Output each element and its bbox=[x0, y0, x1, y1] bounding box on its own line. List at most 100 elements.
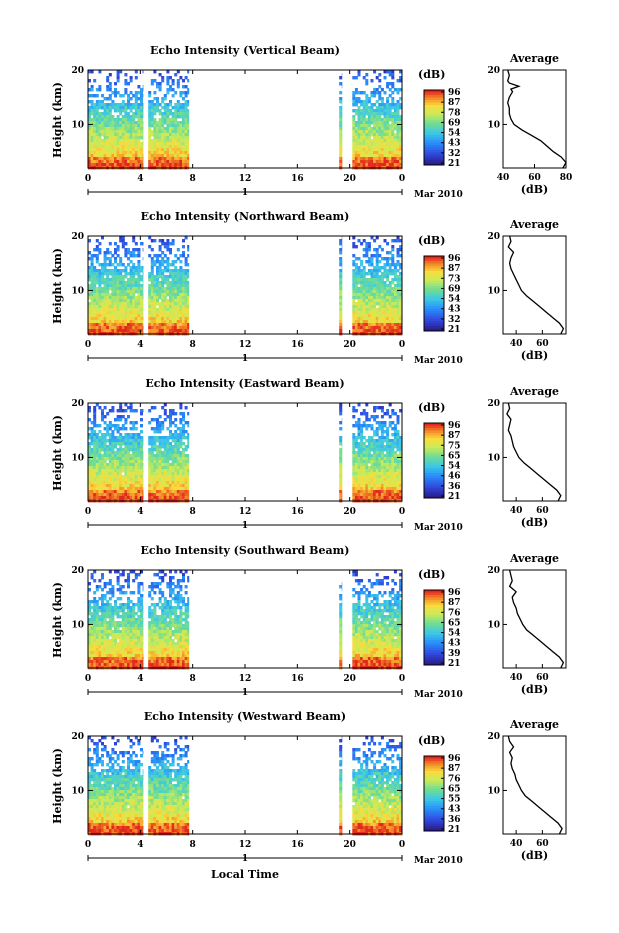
heatmap-cell bbox=[185, 490, 188, 493]
heatmap-cell bbox=[104, 127, 107, 130]
heatmap-cell bbox=[164, 299, 167, 302]
heatmap-cell bbox=[109, 296, 112, 299]
heatmap-cell bbox=[179, 293, 182, 296]
heatmap-cell bbox=[130, 478, 133, 481]
heatmap-cell bbox=[140, 124, 143, 127]
heatmap-cell bbox=[172, 436, 175, 439]
heatmap-cell bbox=[397, 311, 400, 314]
heatmap-cell bbox=[114, 427, 117, 430]
heatmap-cell bbox=[376, 127, 379, 130]
heatmap-cell bbox=[164, 139, 167, 142]
heatmap-cell bbox=[96, 245, 99, 248]
heatmap-cell bbox=[140, 121, 143, 124]
heatmap-cell bbox=[391, 293, 394, 296]
heatmap-cell bbox=[365, 472, 368, 475]
heatmap-cell bbox=[368, 97, 371, 100]
heatmap-cell bbox=[371, 299, 374, 302]
heatmap-cell bbox=[106, 323, 109, 326]
heatmap-cell bbox=[397, 91, 400, 94]
heatmap-cell bbox=[93, 624, 96, 627]
heatmap-cell bbox=[169, 317, 172, 320]
heatmap-cell bbox=[101, 326, 104, 329]
heatmap-cell bbox=[174, 329, 177, 332]
heatmap-cell bbox=[161, 136, 164, 139]
heatmap-cell bbox=[159, 329, 162, 332]
heatmap-cell bbox=[179, 460, 182, 463]
heatmap-cell bbox=[109, 463, 112, 466]
heatmap-cell bbox=[93, 460, 96, 463]
heatmap-cell bbox=[376, 139, 379, 142]
heatmap-cell bbox=[117, 290, 120, 293]
heatmap-cell bbox=[135, 496, 138, 499]
heatmap-cell bbox=[187, 148, 189, 151]
heatmap-cell bbox=[101, 127, 104, 130]
heatmap-cell bbox=[153, 445, 156, 448]
heatmap-cell bbox=[91, 287, 94, 290]
heatmap-cell bbox=[360, 329, 363, 332]
heatmap-cell bbox=[352, 487, 355, 490]
heatmap-cell bbox=[96, 603, 99, 606]
heatmap-cell bbox=[124, 478, 127, 481]
heatmap-cell bbox=[339, 263, 342, 266]
heatmap-cell bbox=[360, 445, 363, 448]
heatmap-cell bbox=[96, 490, 99, 493]
heatmap-cell bbox=[360, 433, 363, 436]
heatmap-cell bbox=[371, 163, 374, 166]
heatmap-cell bbox=[391, 484, 394, 487]
heatmap-cell bbox=[148, 139, 151, 142]
heatmap-cell bbox=[384, 299, 387, 302]
heatmap-cell bbox=[389, 466, 392, 469]
heatmap-cell bbox=[352, 127, 355, 130]
heatmap-cell bbox=[98, 275, 101, 278]
heatmap-cell bbox=[174, 269, 177, 272]
heatmap-cell bbox=[394, 299, 397, 302]
heatmap-cell bbox=[148, 254, 151, 257]
heatmap-cell bbox=[151, 239, 154, 242]
heatmap-cell bbox=[98, 163, 101, 166]
heatmap-cell bbox=[148, 326, 151, 329]
heatmap-cell bbox=[391, 115, 394, 118]
heatmap-cell bbox=[352, 130, 355, 133]
heatmap-cell bbox=[363, 326, 366, 329]
heatmap-cell bbox=[101, 124, 104, 127]
heatmap-cell bbox=[159, 421, 162, 424]
heatmap-cell bbox=[365, 302, 368, 305]
heatmap-cell bbox=[164, 127, 167, 130]
heatmap-cell bbox=[164, 496, 167, 499]
heatmap-cell bbox=[117, 496, 120, 499]
heatmap-cell bbox=[106, 142, 109, 145]
heatmap-cell bbox=[91, 154, 94, 157]
heatmap-cell bbox=[376, 427, 379, 430]
heatmap-cell bbox=[127, 82, 130, 85]
heatmap-cell bbox=[109, 106, 112, 109]
heatmap-cell bbox=[358, 130, 361, 133]
heatmap-cell bbox=[355, 317, 358, 320]
heatmap-cell bbox=[91, 621, 94, 624]
heatmap-cell bbox=[169, 463, 172, 466]
heatmap-cell bbox=[135, 106, 138, 109]
heatmap-cell bbox=[358, 163, 361, 166]
heatmap-cell bbox=[358, 475, 361, 478]
heatmap-cell bbox=[169, 481, 172, 484]
heatmap-cell bbox=[156, 127, 159, 130]
heatmap-cell bbox=[127, 302, 130, 305]
heatmap-cell bbox=[96, 299, 99, 302]
heatmap-cell bbox=[394, 323, 397, 326]
heatmap-cell bbox=[378, 130, 381, 133]
heatmap-cell bbox=[114, 275, 117, 278]
heatmap-cell bbox=[368, 272, 371, 275]
heatmap-cell bbox=[397, 127, 400, 130]
heatmap-cell bbox=[384, 314, 387, 317]
heatmap-cell bbox=[140, 442, 143, 445]
heatmap-cell bbox=[114, 136, 117, 139]
heatmap-cell bbox=[130, 433, 133, 436]
heatmap-cell bbox=[104, 157, 107, 160]
heatmap-cell bbox=[169, 448, 172, 451]
heatmap-cell bbox=[122, 242, 125, 245]
heatmap-cell bbox=[98, 281, 101, 284]
heatmap-cell bbox=[378, 284, 381, 287]
heatmap-cell bbox=[179, 490, 182, 493]
heatmap-cell bbox=[119, 148, 122, 151]
heatmap-cell bbox=[363, 157, 366, 160]
heatmap-cell bbox=[352, 151, 355, 154]
